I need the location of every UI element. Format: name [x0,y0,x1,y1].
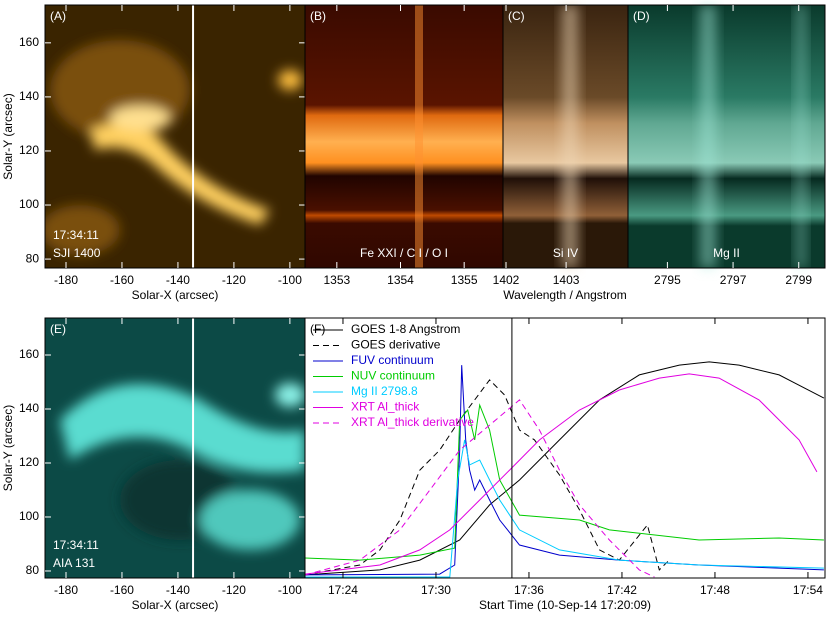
x-tick-label: 1403 [553,273,580,287]
spectrum-mg [628,5,825,268]
y-tick-label: 140 [19,401,39,415]
x-tick-label: -100 [278,273,302,287]
x-tick-label: 2799 [785,273,812,287]
spectral-line [796,5,806,268]
sji-image [45,5,305,268]
y-tick-label: 160 [19,347,39,361]
x-tick-label: 1402 [493,273,520,287]
spectrum-fe [305,5,503,268]
x-tick-label: -180 [54,273,78,287]
panel-label: (F) [310,322,325,336]
legend-label: GOES derivative [351,338,441,352]
annotation: Mg II [713,246,740,260]
series-line [305,361,825,576]
x-tick-label: -180 [54,583,78,597]
x-tick-label: -100 [278,583,302,597]
y-tick-label: 100 [19,509,39,523]
y-tick-label: 120 [19,143,39,157]
spectral-line [562,5,578,268]
panel-frame [304,317,826,579]
x-tick-label: -140 [166,273,190,287]
x-tick-label: 1353 [323,273,350,287]
panel-label: (B) [310,9,326,23]
y-tick-label: 80 [26,563,40,577]
legend-label: NUV continuum [351,369,435,383]
x-tick-label: 1354 [387,273,414,287]
spectral-line [700,5,716,268]
x-tick-label: 17:48 [700,583,730,597]
panel-label: (E) [50,322,66,336]
x-axis-label: Solar-X (arcsec) [132,598,219,612]
annotation: Si IV [553,246,578,260]
x-tick-label: -120 [222,583,246,597]
x-tick-label: 17:30 [421,583,451,597]
spectral-line [415,5,423,268]
series-line [305,399,655,578]
series-line [305,373,818,575]
legend-label: GOES 1-8 Angstrom [351,322,460,336]
x-axis-label: Wavelength / Angstrom [503,288,627,302]
x-tick-label: 1355 [451,273,478,287]
series-line [305,439,824,578]
annotation: 17:34:11 [53,538,99,552]
x-tick-label: 17:36 [514,583,544,597]
lines [305,361,825,578]
x-axis-label: Start Time (10-Sep-14 17:20:09) [479,598,651,612]
legend-label: FUV continuum [351,353,434,367]
x-tick-label: 17:24 [328,583,358,597]
annotation: AIA 131 [53,556,95,570]
y-tick-label: 120 [19,455,39,469]
series-line [305,365,824,576]
y-tick-label: 160 [19,35,39,49]
annotation: Fe XXI / C I / O I [360,246,448,260]
x-tick-label: 2795 [654,273,681,287]
legend-label: XRT Al_thick derivative [351,415,474,429]
legend-label: Mg II 2798.8 [351,384,418,398]
x-tick-label: 2797 [720,273,747,287]
y-axis-label: Solar-Y (arcsec) [1,93,15,179]
annotation: SJI 1400 [53,246,101,260]
panel-frame [627,4,826,269]
x-tick-label: -140 [166,583,190,597]
aia-image [45,318,305,578]
x-tick-label: 17:42 [607,583,637,597]
y-tick-label: 80 [26,251,40,265]
x-tick-label: -120 [222,273,246,287]
y-axis-label: Solar-Y (arcsec) [1,405,15,491]
legend-label: XRT Al_thick [351,400,420,414]
panel-label: (A) [50,9,66,23]
x-tick-label: 17:54 [793,583,823,597]
x-tick-label: -160 [110,273,134,287]
y-tick-label: 100 [19,197,39,211]
plot-area [305,318,825,578]
panel-label: (D) [633,9,650,23]
x-axis-label: Solar-X (arcsec) [132,288,219,302]
y-tick-label: 140 [19,89,39,103]
annotation: 17:34:11 [53,228,99,242]
panel-label: (C) [508,9,525,23]
x-tick-label: -160 [110,583,134,597]
series-line [305,403,824,561]
